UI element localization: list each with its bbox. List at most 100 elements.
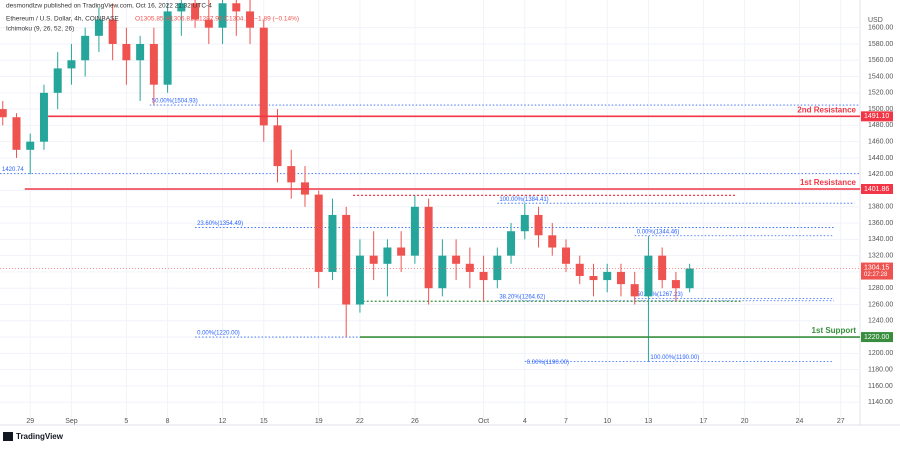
x-tick-label: 19 [315,418,323,425]
fib-label: 100.00%(1190.00) [650,355,699,361]
candle-body [355,255,364,305]
price-tag [861,332,893,343]
candle-body [562,247,571,264]
y-tick-label: 1320.00 [868,252,893,259]
plot-area: 50.00%(1504.93) 1420.74 100.00%(1384.41) 23… [0,0,860,425]
fib-label: 1420.74 [2,167,24,173]
fib-label: 50.00%(1504.93) [152,99,198,105]
y-tick-label: 1340.00 [868,236,893,243]
candle-body [603,271,612,281]
y-tick-label: 1440.00 [868,155,893,162]
candle-body [671,280,680,289]
y-tick-label: 1180.00 [868,366,893,373]
candle-body [177,3,186,12]
price-tag-label: 1401.86 [864,186,889,193]
candle-body [369,255,378,264]
candle-body [534,214,543,236]
brand-logo [3,432,13,441]
price-tag [861,184,893,195]
price-tag-label: 1220.00 [864,334,889,341]
fib-label: 0.00%(1344.46) [637,229,680,235]
y-tick-label: 1280.00 [868,285,893,292]
countdown: 02:27:28 [864,272,888,278]
indicator: Ichimoku (9, 26, 52, 26) [6,26,74,33]
symbol: Ethereum / U.S. Dollar, 4h, COINBASE [6,16,119,23]
fib-label: 23.60%(1354.49) [197,221,243,227]
x-tick-label: 29 [26,418,34,425]
candle-body [287,166,296,183]
y-tick-label: 1260.00 [868,301,893,308]
candle-body [685,268,694,289]
candle-body [383,247,392,264]
candle-body [342,214,351,305]
candle-body [438,255,447,289]
y-tick-label: 1160.00 [868,383,893,390]
candle-body [410,206,419,256]
last-price-label: 1304.15 [864,264,889,271]
candle-body [589,276,598,281]
x-tick-label: 15 [260,418,268,425]
candle-body [644,255,653,297]
candle-body [328,214,337,272]
x-tick-label: 7 [564,418,568,425]
y-tick-label: 1360.00 [868,220,893,227]
candle-body [493,255,502,281]
publisher: desmondlzw published on TradingView.com,… [6,3,212,10]
fib-label: 0.00%(1190.00) [527,360,569,366]
candle-body [81,35,90,61]
fib-label: 100.00%(1384.41) [499,197,548,203]
x-tick-label: 4 [523,418,527,425]
candle-body [122,43,131,61]
x-tick-label: 5 [124,418,128,425]
candle-body [630,284,639,297]
candle-body [548,235,557,248]
y-tick-label: 1600.00 [868,25,893,32]
level-name: 1st Support [812,326,857,335]
candle-body [273,125,282,167]
candle-body [12,117,21,150]
level-name: 1st Resistance [800,178,857,187]
x-tick-label: 26 [411,418,419,425]
candle-body [424,206,433,289]
y-tick-label: 1580.00 [868,41,893,48]
candle-body [520,214,529,232]
candle-body [259,27,268,126]
price-tag [861,262,893,280]
ohlc: O1305.85 H1306.81 L1297.95 C1304.15 −1.8… [135,16,299,23]
x-tick-label: 24 [796,418,804,425]
x-tick-label: 17 [699,418,707,425]
y-tick-label: 1460.00 [868,139,893,146]
candle-body [465,263,474,272]
candle-body [191,3,200,20]
candle-body [575,263,584,277]
fib-label: 0.00%(1220.00) [197,331,240,337]
candle-body [26,141,35,150]
y-tick-label: 1240.00 [868,318,893,325]
candle-body [136,43,145,61]
candle-body [39,92,48,142]
candle-body [0,109,7,118]
fib-label: 38.20%(1264.62) [499,294,545,300]
candle-body [67,60,76,69]
x-tick-label: Sep [65,418,78,425]
candle-body [452,255,461,264]
price-tag [861,111,893,122]
y-tick-label: 1540.00 [868,73,893,80]
candle-body [246,11,255,28]
y-tick-label: 1380.00 [868,204,893,211]
candle-body [53,68,62,93]
x-tick-label: 13 [645,418,653,425]
candle-body [149,43,158,85]
candle-body [479,271,488,281]
x-tick-label: 27 [837,418,845,425]
candle-body [507,231,516,256]
fib-label: 50.00%(1267.23) [637,292,683,298]
candle-body [616,271,625,285]
candle-body [218,3,227,28]
y-tick-label: 1500.00 [868,106,893,113]
candle-body [314,194,323,272]
brand: TradingView [16,432,64,441]
level-name: 2nd Resistance [797,105,856,114]
y-tick-label: 1480.00 [868,122,893,129]
